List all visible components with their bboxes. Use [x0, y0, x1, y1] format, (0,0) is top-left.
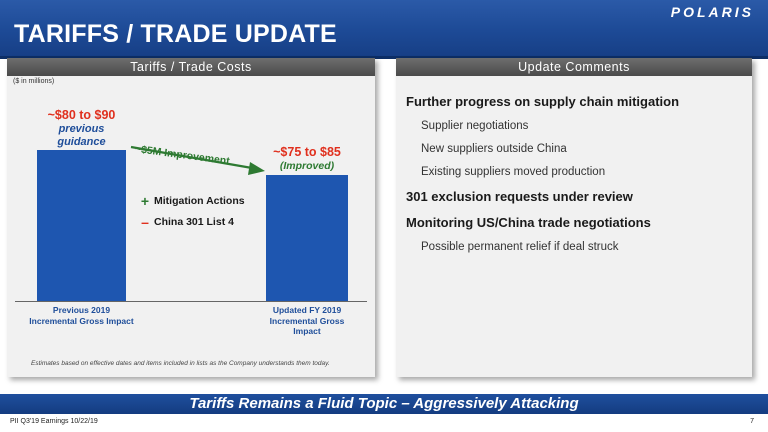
page-title: TARIFFS / TRADE UPDATE: [14, 20, 337, 48]
footnote: Estimates based on effective dates and i…: [31, 360, 330, 367]
comment-subitem: Existing suppliers moved production: [421, 166, 606, 178]
units-label: ($ in millions): [13, 78, 55, 85]
header-divider: [0, 56, 768, 59]
update-comments-panel: Update Comments Further progress on supp…: [396, 58, 752, 377]
takeaway-banner: Tariffs Remains a Fluid Topic – Aggressi…: [0, 394, 768, 414]
legend-mitigation: + Mitigation Actions: [140, 193, 245, 209]
comment-subitem: New suppliers outside China: [421, 143, 567, 155]
comment-item: Monitoring US/China trade negotiations: [406, 215, 651, 230]
tariffs-costs-panel-title: Tariffs / Trade Costs: [7, 58, 375, 76]
update-comments-panel-title: Update Comments: [396, 58, 752, 76]
tariffs-costs-panel: Tariffs / Trade Costs ($ in millions) ~$…: [7, 58, 375, 377]
improved-note: (Improved): [279, 160, 335, 172]
improvement-arrow-line: [130, 145, 253, 170]
legend-mitigation-label: Mitigation Actions: [154, 195, 245, 207]
improvement-arrow: [130, 145, 265, 175]
updated-impact-bar: [266, 175, 348, 302]
improvement-arrow-head: [248, 162, 265, 175]
legend-china-list: – China 301 List 4: [140, 214, 234, 230]
plus-icon: +: [140, 193, 150, 209]
comment-subitem: Possible permanent relief if deal struck: [421, 241, 619, 253]
header-bar: TARIFFS / TRADE UPDATE POLARIS: [0, 0, 768, 56]
page-number: 7: [750, 418, 754, 425]
comment-item: 301 exclusion requests under review: [406, 189, 633, 204]
updated-bar-category: Updated FY 2019 Incremental Gross Impact: [269, 305, 345, 336]
comments-list: Further progress on supply chain mitigat…: [406, 94, 746, 264]
comment-item: Further progress on supply chain mitigat…: [406, 94, 680, 109]
footer-source: PII Q3'19 Earnings 10/22/19: [10, 418, 98, 425]
previous-guidance-note: previous guidance: [57, 123, 106, 148]
previous-impact-bar: [37, 150, 126, 302]
polaris-logo: POLARIS: [670, 4, 754, 20]
previous-value-label: ~$80 to $90: [47, 108, 116, 122]
comment-subitem: Supplier negotiations: [421, 120, 529, 132]
minus-icon: –: [141, 214, 149, 230]
previous-bar-category: Previous 2019 Incremental Gross Impact: [29, 305, 134, 326]
chart-baseline: [15, 301, 367, 302]
legend-china-list-label: China 301 List 4: [154, 216, 234, 228]
updated-value-label: ~$75 to $85: [273, 145, 341, 159]
